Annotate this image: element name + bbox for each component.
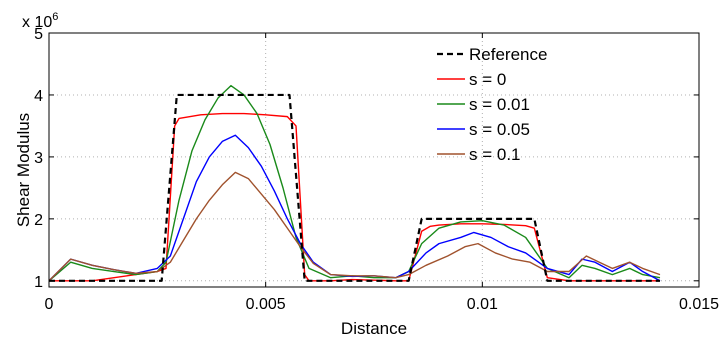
y-tick-label: 4 <box>34 88 43 105</box>
y-tick-label: 1 <box>34 274 43 291</box>
legend: Reference s = 0 s = 0.01 s = 0.05 s = 0.1 <box>437 45 547 164</box>
x-tick-label: 0.005 <box>246 296 286 313</box>
legend-label-1: s = 0 <box>469 70 506 89</box>
y-axis-multiplier-exponent: 6 <box>52 11 58 23</box>
legend-label-2: s = 0.01 <box>469 95 530 114</box>
y-axis-multiplier-base: x 10 <box>22 14 52 31</box>
y-tick-label: 2 <box>34 212 43 229</box>
series-line-4 <box>48 171 661 282</box>
plot-frame <box>48 32 700 288</box>
y-axis-multiplier: x 106 <box>22 11 58 31</box>
legend-label-4: s = 0.1 <box>469 145 521 164</box>
x-axis-title: Distance <box>341 319 407 338</box>
series-line-2 <box>48 84 661 282</box>
legend-label-0: Reference <box>469 45 547 64</box>
series-line-0 <box>49 93 660 282</box>
y-axis-ticks: 1 2 3 4 5 <box>34 26 699 291</box>
y-tick-label: 3 <box>34 150 43 167</box>
y-tick-label: 5 <box>34 26 43 43</box>
y-axis-title: Shear Modulus <box>14 113 33 227</box>
x-tick-label: 0.01 <box>467 296 498 313</box>
x-tick-label: 0.015 <box>679 296 719 313</box>
x-tick-label: 0 <box>45 296 54 313</box>
x-axis-ticks: 0 0.005 0.01 0.015 <box>45 33 719 313</box>
plot-background <box>49 33 699 287</box>
legend-label-3: s = 0.05 <box>469 120 530 139</box>
series-layer <box>48 84 661 282</box>
